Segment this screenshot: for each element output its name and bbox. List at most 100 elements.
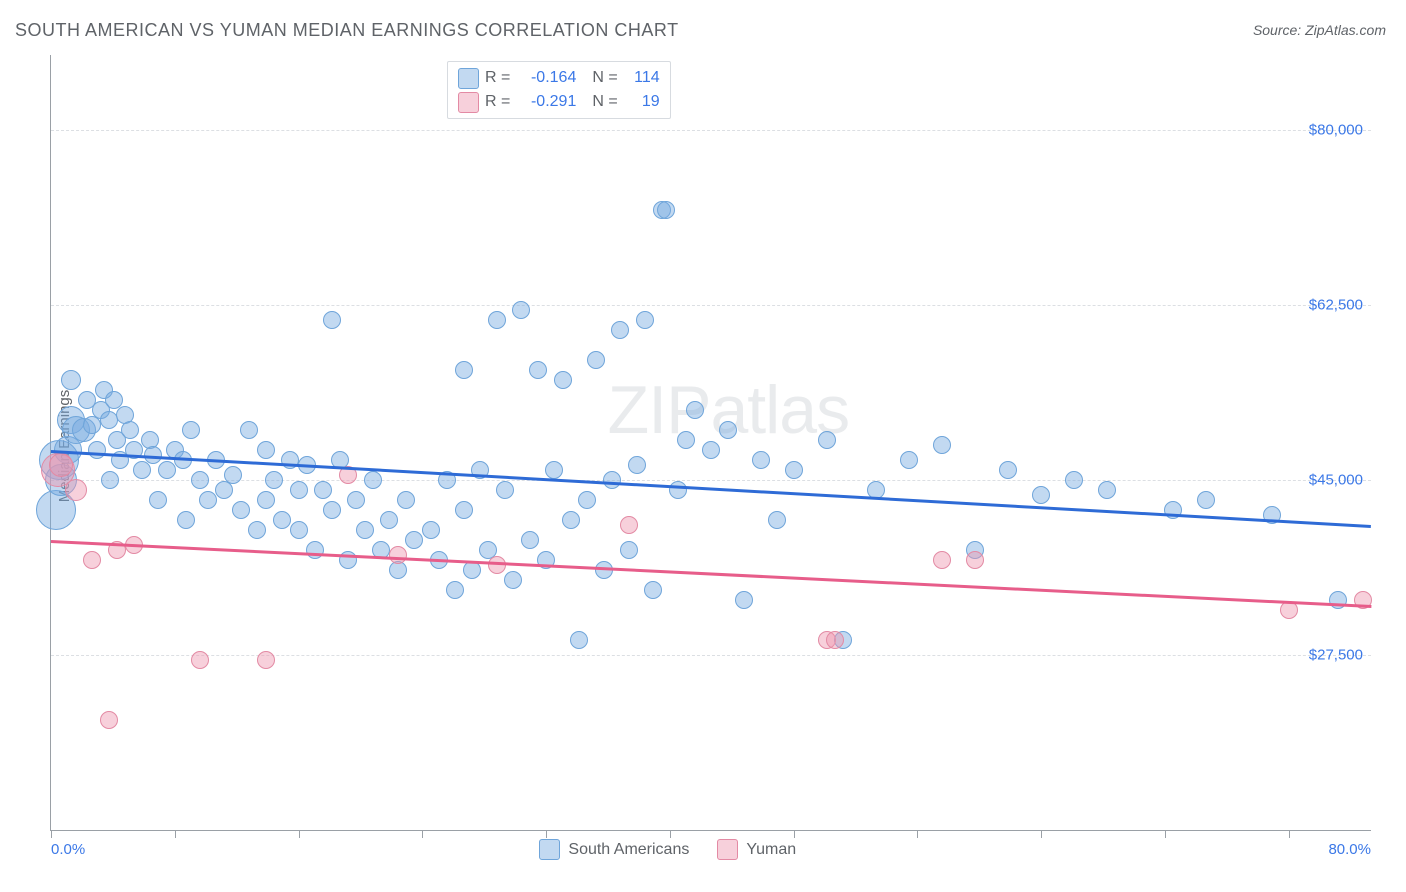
data-point [257, 491, 275, 509]
data-point [677, 431, 695, 449]
r-value: -0.164 [516, 66, 576, 90]
data-point [240, 421, 258, 439]
x-tick [917, 830, 918, 838]
data-point [61, 370, 81, 390]
data-point [644, 581, 662, 599]
data-point [290, 481, 308, 499]
data-point [636, 311, 654, 329]
data-point [504, 571, 522, 589]
x-max-label: 80.0% [1328, 841, 1371, 858]
data-point [446, 581, 464, 599]
data-point [719, 421, 737, 439]
r-value: -0.291 [516, 90, 576, 114]
data-point [785, 461, 803, 479]
data-point [248, 521, 266, 539]
n-value: 19 [624, 90, 660, 114]
data-point [966, 551, 984, 569]
data-point [933, 551, 951, 569]
data-point [669, 481, 687, 499]
data-point [933, 436, 951, 454]
y-tick-label: $62,500 [1309, 297, 1363, 314]
data-point [121, 421, 139, 439]
data-point [380, 511, 398, 529]
data-point [603, 471, 621, 489]
data-point [149, 491, 167, 509]
x-tick [1165, 830, 1166, 838]
data-point [158, 461, 176, 479]
data-point [562, 511, 580, 529]
data-point [100, 411, 118, 429]
data-point [545, 461, 563, 479]
legend-swatch [458, 68, 479, 89]
data-point [611, 321, 629, 339]
data-point [306, 541, 324, 559]
x-tick [51, 830, 52, 838]
gridline [51, 305, 1371, 306]
n-label: N = [592, 90, 617, 114]
data-point [735, 591, 753, 609]
data-point [224, 466, 242, 484]
x-tick [546, 830, 547, 838]
data-point [1329, 591, 1347, 609]
correlation-legend-row: R =-0.164 N = 114 [458, 66, 660, 90]
data-point [488, 556, 506, 574]
x-tick [175, 830, 176, 838]
x-tick [1041, 830, 1042, 838]
data-point [657, 201, 675, 219]
data-point [323, 311, 341, 329]
r-label: R = [485, 66, 510, 90]
correlation-legend: R =-0.164 N = 114 R =-0.291 N = 19 [447, 61, 671, 119]
data-point [182, 421, 200, 439]
data-point [314, 481, 332, 499]
data-point [347, 491, 365, 509]
data-point [199, 491, 217, 509]
data-point [88, 441, 106, 459]
data-point [620, 541, 638, 559]
data-point [702, 441, 720, 459]
series-legend-item: Yuman [717, 839, 796, 860]
legend-swatch [458, 92, 479, 113]
data-point [323, 501, 341, 519]
chart-title: SOUTH AMERICAN VS YUMAN MEDIAN EARNINGS … [15, 20, 679, 41]
data-point [191, 471, 209, 489]
data-point [65, 479, 87, 501]
data-point [422, 521, 440, 539]
data-point [1032, 486, 1050, 504]
data-point [1197, 491, 1215, 509]
data-point [768, 511, 786, 529]
x-tick [794, 830, 795, 838]
data-point [1098, 481, 1116, 499]
data-point [512, 301, 530, 319]
data-point [405, 531, 423, 549]
trend-line [51, 450, 1371, 527]
data-point [101, 471, 119, 489]
data-point [818, 431, 836, 449]
series-legend-label: Yuman [746, 841, 796, 859]
data-point [628, 456, 646, 474]
series-legend-item: South Americans [539, 839, 689, 860]
data-point [49, 453, 73, 477]
y-tick-label: $80,000 [1309, 122, 1363, 139]
data-point [999, 461, 1017, 479]
source-attribution: Source: ZipAtlas.com [1253, 22, 1386, 38]
data-point [83, 551, 101, 569]
data-point [496, 481, 514, 499]
data-point [356, 521, 374, 539]
trend-line [51, 540, 1371, 607]
data-point [257, 651, 275, 669]
x-min-label: 0.0% [51, 841, 85, 858]
legend-swatch [539, 839, 560, 860]
n-value: 114 [624, 66, 660, 90]
gridline [51, 655, 1371, 656]
data-point [100, 711, 118, 729]
correlation-legend-row: R =-0.291 N = 19 [458, 90, 660, 114]
n-label: N = [592, 66, 617, 90]
data-point [290, 521, 308, 539]
data-point [177, 511, 195, 529]
data-point [232, 501, 250, 519]
data-point [389, 546, 407, 564]
r-label: R = [485, 90, 510, 114]
data-point [488, 311, 506, 329]
data-point [257, 441, 275, 459]
plot-area: ZIPatlas $27,500$45,000$62,500$80,0000.0… [50, 55, 1371, 831]
